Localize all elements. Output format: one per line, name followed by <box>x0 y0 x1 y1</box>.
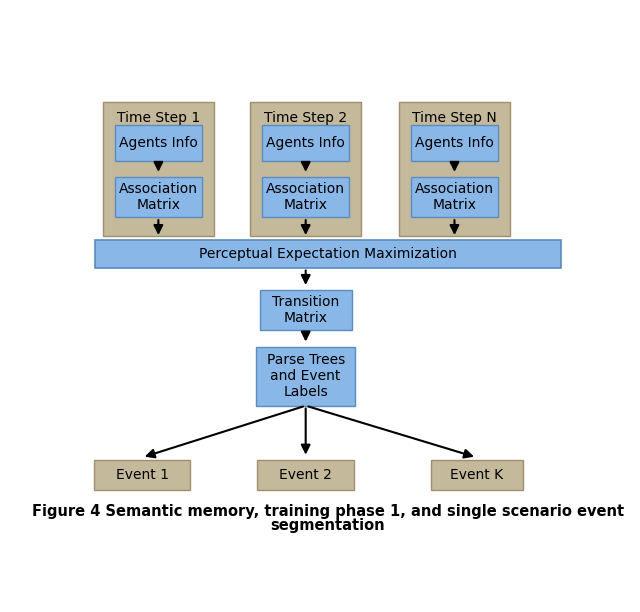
Text: Association
Matrix: Association Matrix <box>415 182 494 212</box>
Text: Perceptual Expectation Maximization: Perceptual Expectation Maximization <box>199 247 457 261</box>
Text: Event 2: Event 2 <box>279 468 332 482</box>
Text: Time Step 1: Time Step 1 <box>116 111 200 125</box>
FancyBboxPatch shape <box>411 177 498 217</box>
FancyBboxPatch shape <box>102 102 214 236</box>
Text: Parse Trees
and Event
Labels: Parse Trees and Event Labels <box>266 353 345 400</box>
FancyBboxPatch shape <box>260 290 351 330</box>
Text: Association
Matrix: Association Matrix <box>119 182 198 212</box>
Text: Event 1: Event 1 <box>115 468 168 482</box>
FancyBboxPatch shape <box>257 460 354 490</box>
Text: Time Step N: Time Step N <box>412 111 497 125</box>
FancyBboxPatch shape <box>250 102 362 236</box>
Text: Agents Info: Agents Info <box>415 136 494 150</box>
Text: segmentation: segmentation <box>271 518 385 533</box>
Text: Association
Matrix: Association Matrix <box>266 182 345 212</box>
FancyBboxPatch shape <box>262 125 349 160</box>
FancyBboxPatch shape <box>95 241 561 267</box>
Text: Figure 4 Semantic memory, training phase 1, and single scenario event: Figure 4 Semantic memory, training phase… <box>32 504 624 519</box>
FancyBboxPatch shape <box>93 460 190 490</box>
Text: Time Step 2: Time Step 2 <box>264 111 348 125</box>
FancyBboxPatch shape <box>115 177 202 217</box>
Text: Agents Info: Agents Info <box>266 136 345 150</box>
FancyBboxPatch shape <box>431 460 523 490</box>
FancyBboxPatch shape <box>115 125 202 160</box>
Text: Transition
Matrix: Transition Matrix <box>272 295 339 326</box>
FancyBboxPatch shape <box>262 177 349 217</box>
FancyBboxPatch shape <box>411 125 498 160</box>
FancyBboxPatch shape <box>256 347 355 406</box>
Text: Agents Info: Agents Info <box>119 136 198 150</box>
FancyBboxPatch shape <box>399 102 510 236</box>
Text: Event K: Event K <box>450 468 504 482</box>
